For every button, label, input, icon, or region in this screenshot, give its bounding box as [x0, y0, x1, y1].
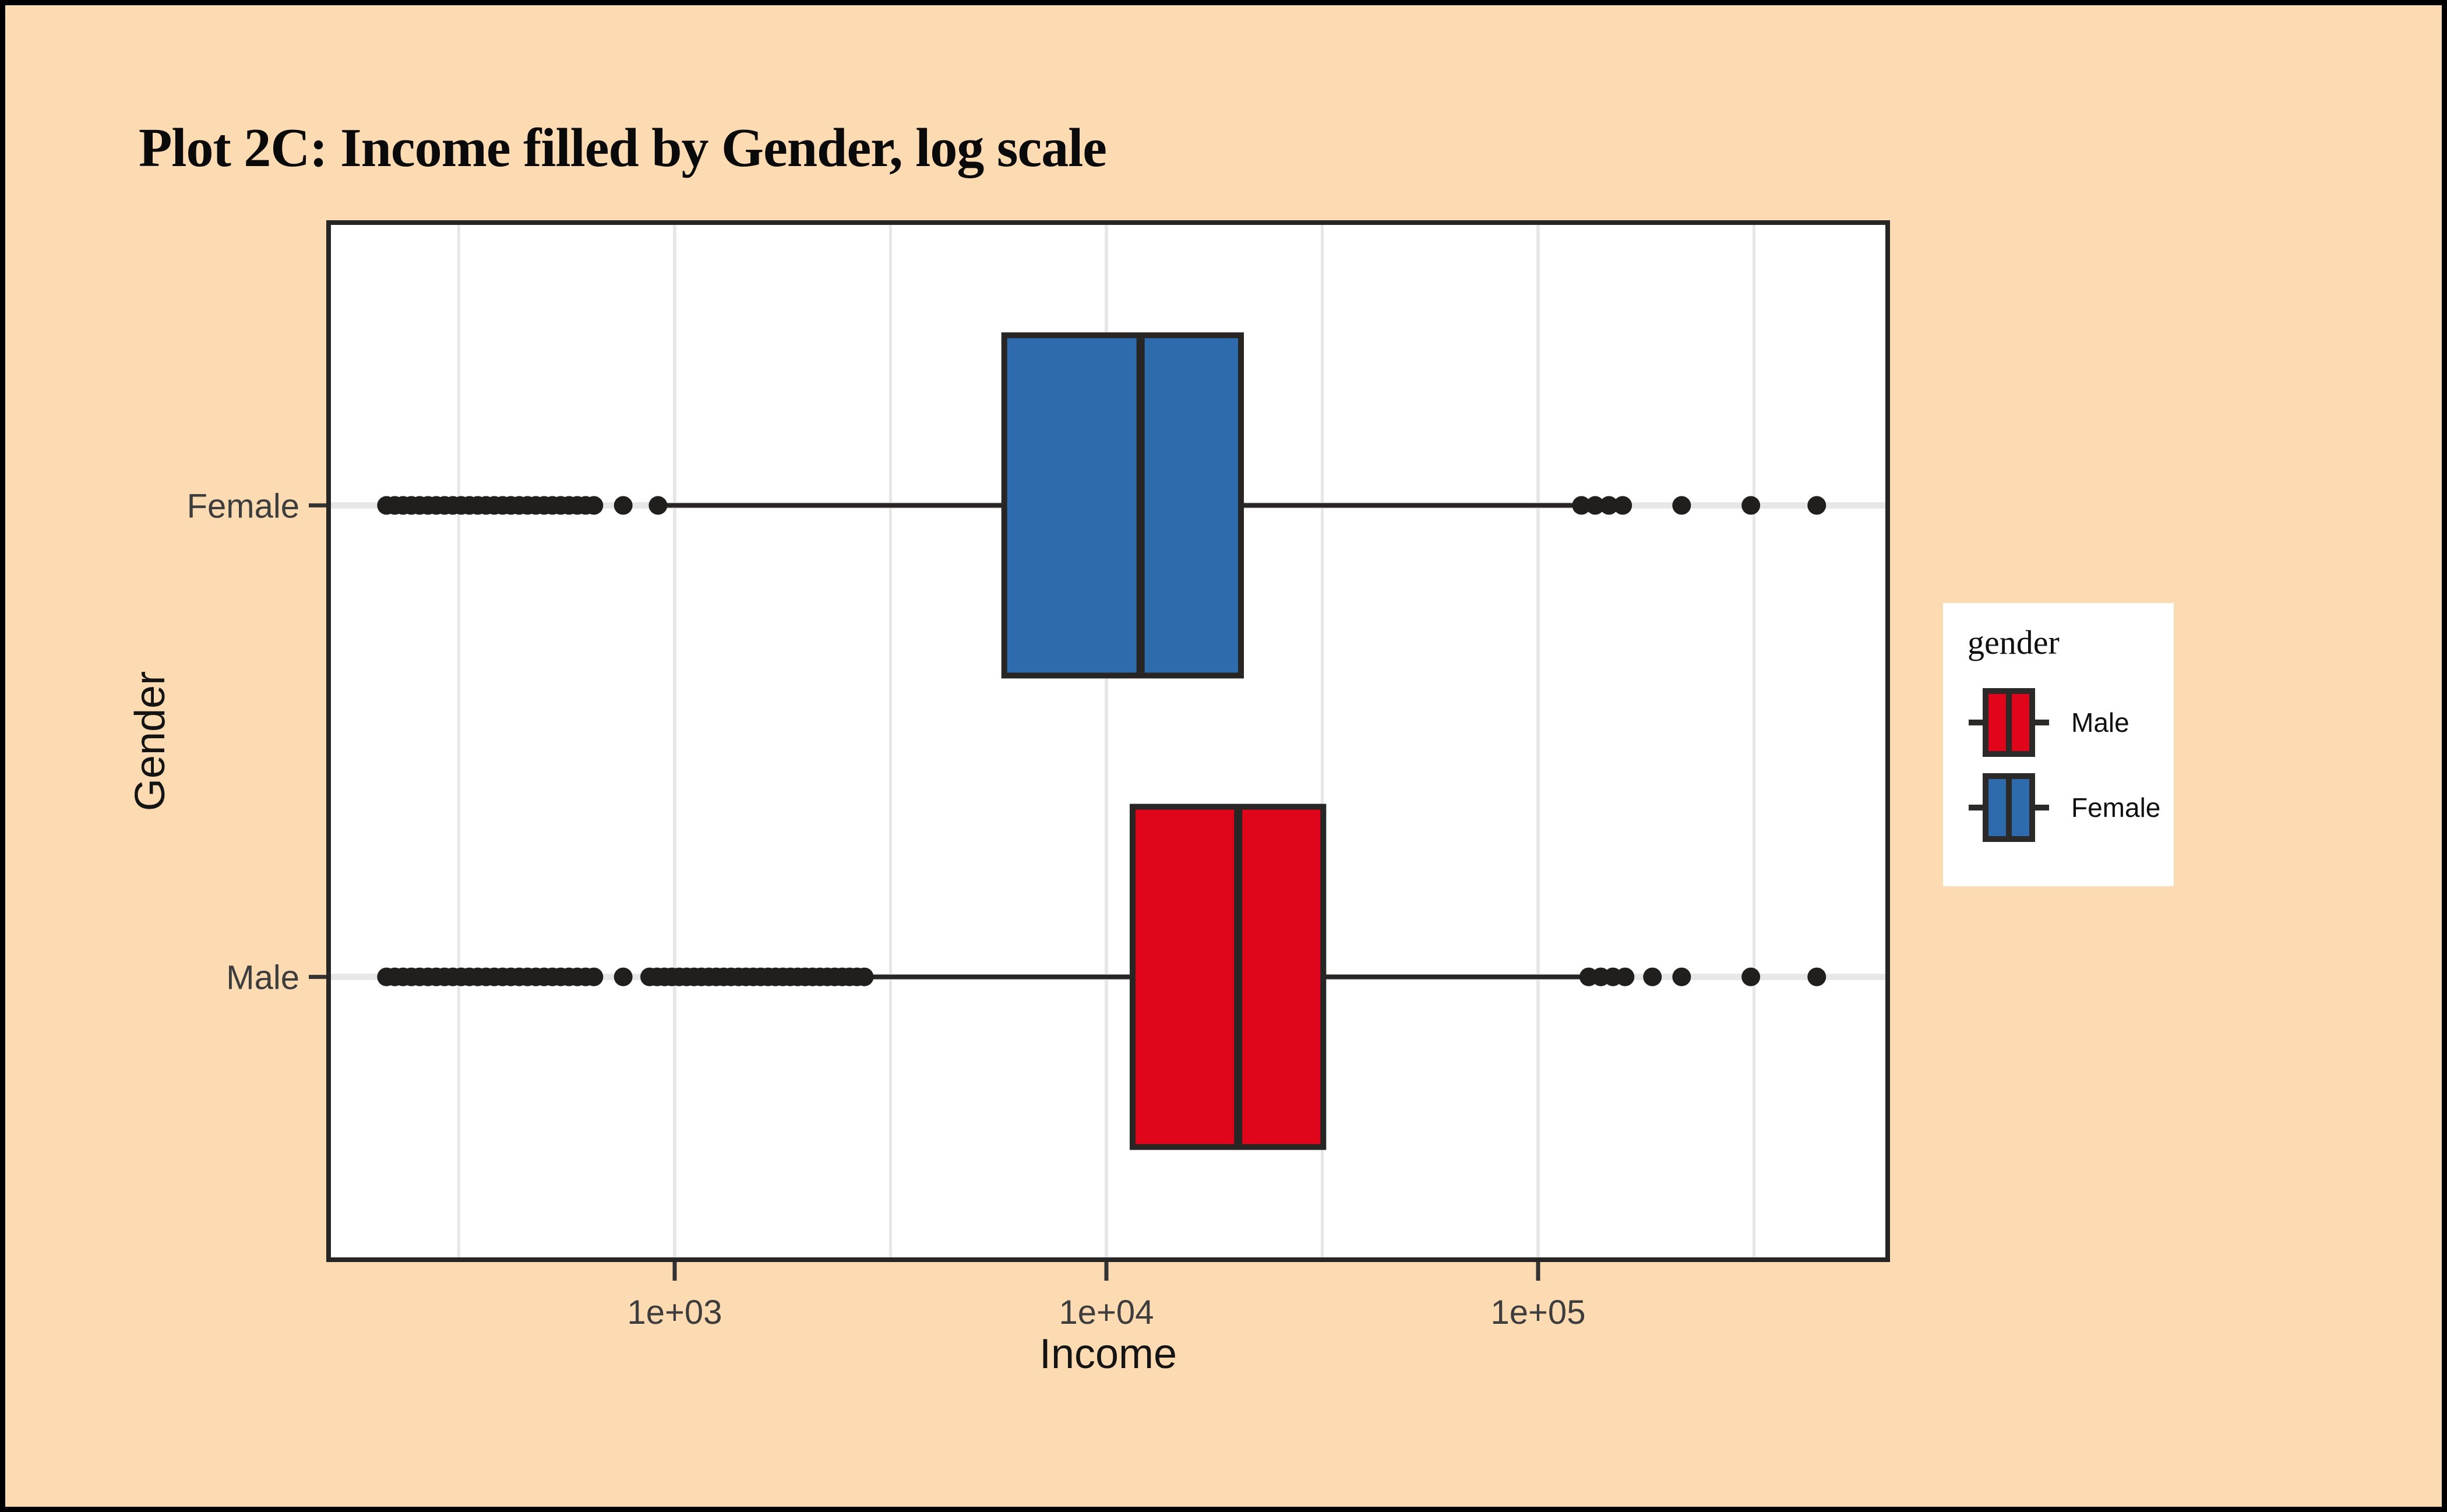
outlier-point-female	[1807, 496, 1827, 515]
outlier-point-female	[613, 496, 633, 515]
outlier-point-male	[1672, 967, 1691, 986]
box-rect-male	[1129, 803, 1327, 1150]
panel-border	[326, 220, 1890, 1262]
outlier-point-female	[1613, 496, 1632, 515]
outlier-point-male	[1741, 967, 1761, 986]
chart-title: Plot 2C: Income filled by Gender, log sc…	[139, 118, 1107, 178]
outlier-point-female	[1572, 496, 1591, 515]
x-tick-label: 1e+03	[627, 1294, 722, 1331]
y-tick-label-male: Male	[226, 959, 299, 997]
outlier-point-female	[584, 496, 604, 515]
legend-label-female: Female	[2071, 792, 2161, 823]
outlier-point-female	[1741, 496, 1761, 515]
y-axis-title: Gender	[127, 671, 174, 811]
outlier-point-female	[1599, 496, 1619, 515]
outlier-point-male	[1643, 967, 1662, 986]
x-tick-label: 1e+05	[1491, 1294, 1586, 1331]
legend: gender Male Female	[1943, 603, 2174, 886]
legend-label-male: Male	[2071, 707, 2129, 738]
outlier-point-female	[1585, 496, 1605, 515]
y-tick-label-female: Female	[187, 487, 299, 525]
x-tick-label: 1e+04	[1059, 1294, 1154, 1331]
outlier-point-female	[648, 496, 668, 515]
boxplot-key-icon	[1969, 688, 2049, 757]
legend-key-male[interactable]: Male	[1968, 685, 2174, 760]
outlier-point-male	[1616, 967, 1635, 986]
outlier-point-female	[1672, 496, 1691, 515]
outlier-point-male	[1807, 967, 1827, 986]
x-axis-title: Income	[1039, 1331, 1177, 1377]
boxplot-key-icon	[1969, 773, 2049, 842]
outlier-point-male	[613, 967, 633, 986]
outlier-point-male	[584, 967, 604, 986]
box-rect-female	[1001, 332, 1244, 679]
legend-title: gender	[1968, 623, 2060, 661]
legend-key-female[interactable]: Female	[1968, 770, 2174, 845]
outlier-point-male	[855, 967, 874, 986]
